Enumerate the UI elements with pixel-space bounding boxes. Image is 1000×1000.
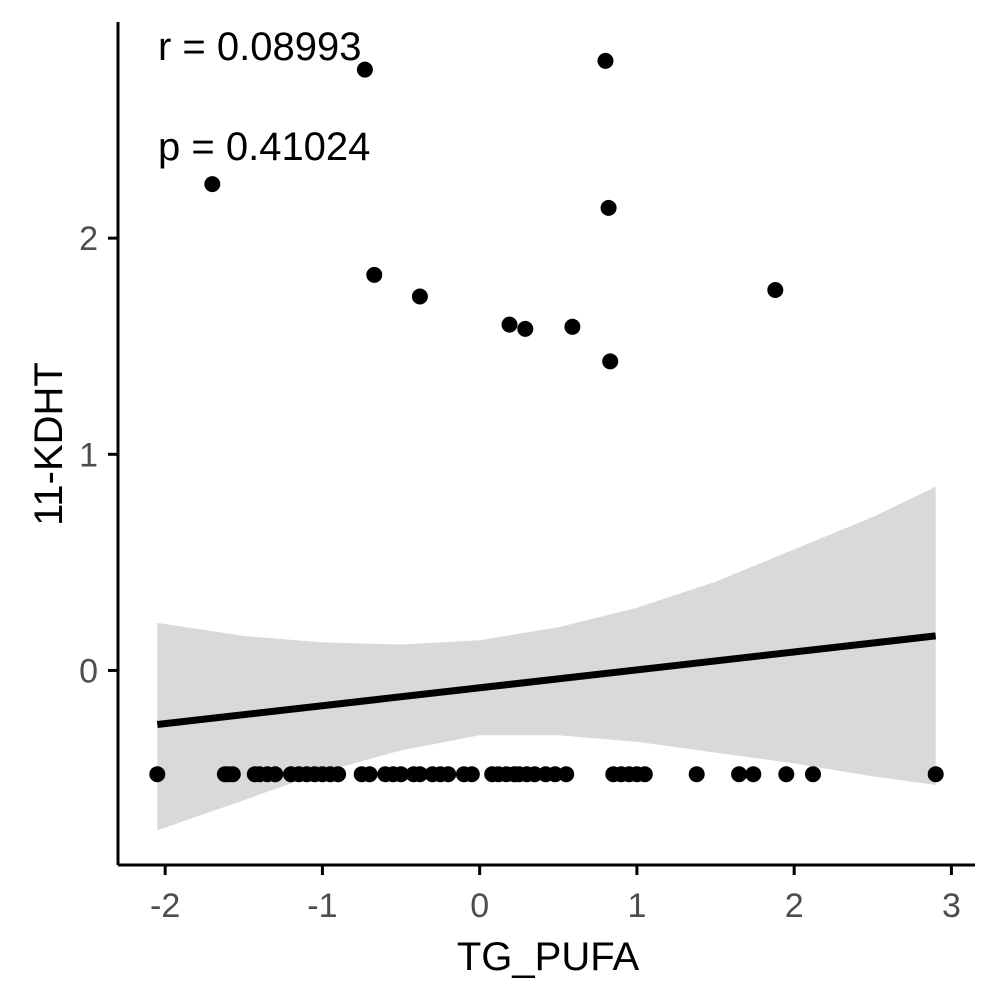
data-point bbox=[411, 288, 428, 305]
data-point bbox=[805, 766, 821, 783]
y-tick-label: 0 bbox=[79, 652, 98, 690]
annotation-r-value: r = 0.08993 bbox=[158, 25, 362, 69]
data-point bbox=[440, 766, 457, 783]
data-point bbox=[767, 282, 784, 298]
y-tick-label: 2 bbox=[79, 220, 98, 258]
data-point bbox=[463, 766, 480, 783]
x-tick-label: 1 bbox=[627, 887, 646, 925]
axes-layer bbox=[116, 22, 975, 867]
data-point bbox=[558, 766, 575, 783]
y-axis-title: 11-KDHT bbox=[27, 362, 71, 526]
data-point bbox=[517, 320, 534, 337]
data-point bbox=[597, 52, 614, 69]
data-point bbox=[411, 766, 428, 783]
x-tick-label: -2 bbox=[150, 887, 180, 925]
data-point bbox=[745, 766, 762, 783]
data-point bbox=[636, 766, 653, 783]
data-point bbox=[600, 199, 617, 216]
data-point bbox=[149, 766, 166, 783]
data-point bbox=[564, 318, 581, 335]
data-point bbox=[366, 266, 383, 283]
data-point bbox=[688, 766, 705, 783]
data-point bbox=[356, 61, 373, 78]
x-tick-label: 3 bbox=[942, 887, 961, 925]
y-tick-label: 1 bbox=[79, 436, 98, 474]
data-point bbox=[330, 766, 347, 783]
data-point bbox=[204, 176, 221, 193]
confidence-band-layer bbox=[157, 486, 936, 831]
x-tick-label: 2 bbox=[785, 887, 804, 925]
x-tick-label: 0 bbox=[470, 887, 489, 925]
data-point bbox=[731, 766, 748, 783]
data-point bbox=[602, 353, 619, 370]
data-point bbox=[501, 316, 518, 333]
x-tick-label: -1 bbox=[307, 887, 337, 925]
data-point bbox=[778, 766, 795, 783]
fit-line-layer bbox=[156, 632, 937, 728]
data-point bbox=[547, 766, 564, 783]
data-points-layer bbox=[149, 52, 944, 783]
ticks-layer: -2 -1 0 1 2 3 0 1 2 bbox=[79, 220, 961, 925]
data-point bbox=[267, 766, 284, 783]
data-point bbox=[361, 766, 378, 783]
data-point bbox=[393, 766, 409, 783]
data-point bbox=[224, 766, 241, 783]
annotation-p-value: p = 0.41024 bbox=[158, 125, 370, 169]
x-axis-title: TG_PUFA bbox=[457, 935, 640, 979]
data-point bbox=[927, 766, 944, 783]
confidence-band bbox=[157, 486, 936, 831]
regression-line bbox=[156, 632, 937, 728]
data-point bbox=[526, 766, 543, 783]
